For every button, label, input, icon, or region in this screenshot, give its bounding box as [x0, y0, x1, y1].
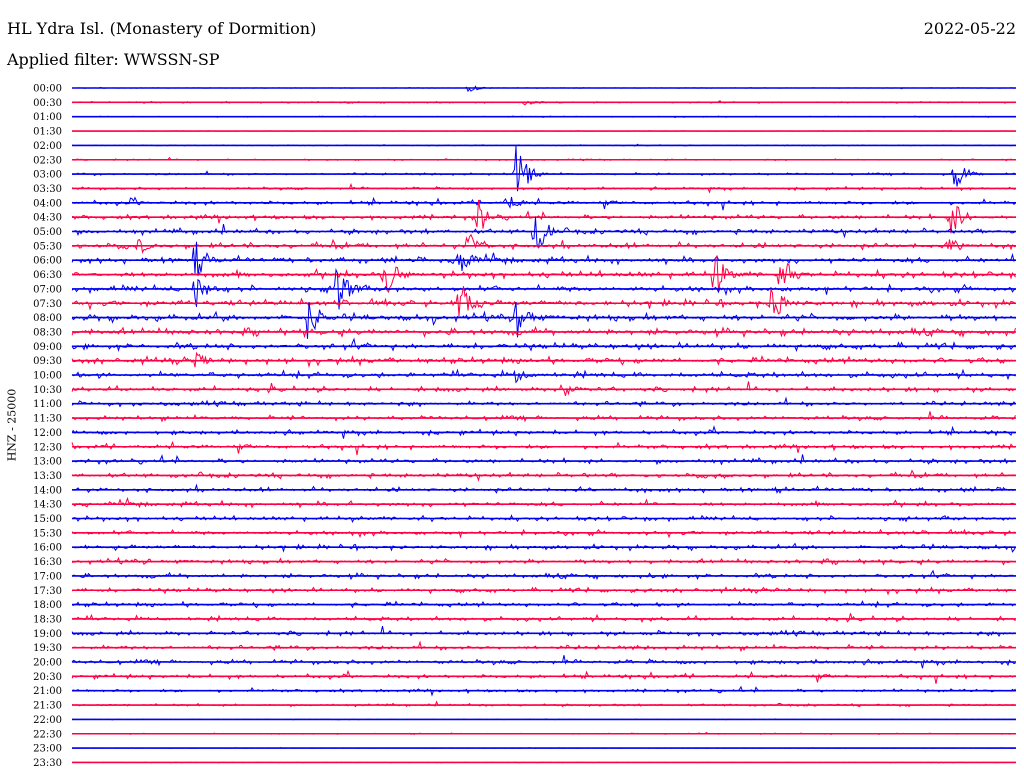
tick-label-0200: 02:00 — [33, 141, 62, 152]
tick-label-2230: 22:30 — [33, 729, 62, 740]
trace-1900 — [71, 625, 1016, 638]
tick-label-1700: 17:00 — [33, 571, 62, 582]
traces — [71, 85, 1016, 764]
record-date: 2022-05-22 — [923, 19, 1016, 38]
time-labels: 00:00 00:30 01:00 01:30 02:00 02:30 03:00 03:30… — [33, 84, 62, 769]
tick-label-1730: 17:30 — [33, 586, 62, 597]
tick-label-0800: 08:00 — [33, 313, 62, 324]
trace-0300 — [71, 145, 1016, 192]
trace-1700 — [71, 569, 1016, 581]
trace-1000 — [71, 368, 1016, 384]
tick-label-1530: 15:30 — [33, 528, 62, 539]
applied-filter: Applied filter: WWSSN-SP — [7, 50, 220, 69]
tick-label-2200: 22:00 — [33, 715, 62, 726]
tick-label-0000: 00:00 — [33, 84, 62, 95]
tick-label-1800: 18:00 — [33, 600, 62, 611]
trace-1930 — [71, 640, 1016, 653]
tick-label-0230: 02:30 — [33, 155, 62, 166]
tick-label-0400: 04:00 — [33, 198, 62, 209]
tick-label-2300: 23:00 — [33, 744, 62, 755]
tick-label-1930: 19:30 — [33, 643, 62, 654]
tick-label-2000: 20:00 — [33, 658, 62, 669]
tick-label-1200: 12:00 — [33, 428, 62, 439]
tick-label-0530: 05:30 — [33, 241, 62, 252]
tick-label-0130: 01:30 — [33, 127, 62, 138]
station-title: HL Ydra Isl. (Monastery of Dormition) — [7, 19, 317, 38]
tick-label-0430: 04:30 — [33, 213, 62, 224]
tick-label-1030: 10:30 — [33, 385, 62, 396]
tick-label-1900: 19:00 — [33, 629, 62, 640]
trace-1130 — [71, 411, 1016, 423]
trace-2030 — [71, 669, 1016, 684]
trace-0730 — [71, 286, 1016, 317]
trace-1430 — [71, 496, 1016, 509]
tick-label-1500: 15:00 — [33, 514, 62, 525]
tick-label-1000: 10:00 — [33, 371, 62, 382]
tick-label-2030: 20:30 — [33, 672, 62, 683]
trace-2130 — [72, 700, 1016, 708]
trace-0900 — [71, 337, 1016, 353]
tick-label-1100: 11:00 — [33, 399, 62, 410]
tick-label-1430: 14:30 — [33, 500, 62, 511]
tick-label-2100: 21:00 — [33, 686, 62, 697]
trace-1830 — [71, 613, 1016, 624]
tick-label-0500: 05:00 — [33, 227, 62, 238]
tick-label-0830: 08:30 — [33, 327, 62, 338]
tick-label-1300: 13:00 — [33, 457, 62, 468]
tick-label-0900: 09:00 — [33, 342, 62, 353]
tick-label-0700: 07:00 — [33, 284, 62, 295]
trace-1230 — [71, 440, 1016, 456]
trace-1300 — [71, 454, 1016, 466]
tick-label-0330: 03:30 — [33, 184, 62, 195]
tick-label-2330: 23:30 — [33, 758, 62, 769]
tick-label-1600: 16:00 — [33, 543, 62, 554]
tick-label-1130: 11:30 — [33, 414, 62, 425]
tick-label-2130: 21:30 — [33, 701, 62, 712]
tick-label-0600: 06:00 — [33, 256, 62, 267]
tick-label-0630: 06:30 — [33, 270, 62, 281]
tick-label-0300: 03:00 — [33, 170, 62, 181]
tick-label-1230: 12:30 — [33, 442, 62, 453]
tick-label-0030: 00:30 — [33, 98, 62, 109]
tick-label-0930: 09:30 — [33, 356, 62, 367]
trace-1100 — [71, 396, 1016, 408]
tick-label-1330: 13:30 — [33, 471, 62, 482]
tick-label-1400: 14:00 — [33, 485, 62, 496]
tick-label-0100: 01:00 — [33, 112, 62, 123]
tick-label-1630: 16:30 — [33, 557, 62, 568]
trace-0800 — [71, 301, 1016, 339]
tick-label-0730: 07:30 — [33, 299, 62, 310]
tick-label-1830: 18:30 — [33, 614, 62, 625]
